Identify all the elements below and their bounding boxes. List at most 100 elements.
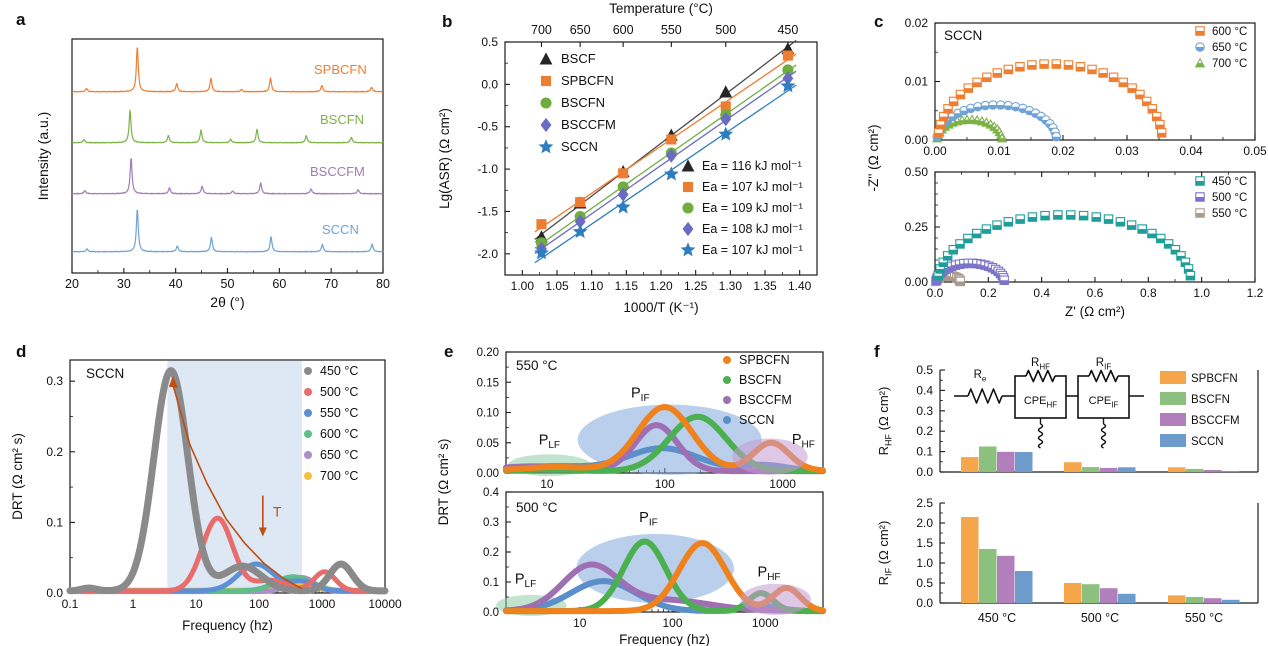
svg-text:1.10: 1.10 <box>580 279 604 293</box>
svg-text:100: 100 <box>655 477 675 491</box>
drt-curve-450 °C <box>66 367 389 595</box>
x-axis-label: 1000/T (K⁻¹) <box>623 300 698 315</box>
svg-text:0.1: 0.1 <box>916 445 933 459</box>
bar-SPBCFN-500°C <box>1064 583 1082 603</box>
resistance-bar-chart: 0.0 0.1 0.2 0.3 0.4 0.5 RHF (Ω cm²) 0.0 0.5 1.0 1.… <box>876 357 1259 625</box>
svg-text:0.0: 0.0 <box>483 607 499 619</box>
svg-text:1.40: 1.40 <box>788 279 812 293</box>
y-axis-label: Lg(ASR) (Ω cm²) <box>437 108 452 209</box>
svg-text:10: 10 <box>189 597 203 611</box>
bar-BSCCFM-500°C <box>1100 467 1118 472</box>
svg-text:1.00: 1.00 <box>511 279 535 293</box>
xrd-trace-BSCCFM: BSCCFM <box>71 158 384 195</box>
svg-text:0.0: 0.0 <box>916 465 933 479</box>
bar-BSCCFM-450°C <box>997 555 1015 603</box>
drt-compare-chart: 10 100 1000 0.00 0.05 0.10 0.15 0.20 PLF PIF PHF 55… <box>436 347 826 646</box>
svg-text:0.5: 0.5 <box>916 363 933 377</box>
svg-text:0.2: 0.2 <box>916 424 933 438</box>
svg-text:0.4: 0.4 <box>1033 286 1050 300</box>
panel-c-nyquist: 0.00 0.01 0.02 0.03 0.04 0.05 0.00 0.01 0.02 600 … <box>860 0 1268 330</box>
bar-SPBCFN-550°C <box>1168 467 1186 472</box>
legend-label-700 °C: 700 °C <box>1212 58 1247 70</box>
legend-label-BSCFN: BSCFN <box>561 95 605 110</box>
legend-label-650 °C: 650 °C <box>1212 42 1247 54</box>
svg-text:10: 10 <box>540 477 554 491</box>
legend-label-650 °C: 650 °C <box>320 448 358 462</box>
category-label-2: 550 °C <box>1185 611 1223 625</box>
bar-SCCN-450°C <box>1015 571 1033 603</box>
bar-SPBCFN-500°C <box>1064 462 1082 472</box>
svg-text:0.00: 0.00 <box>477 468 499 480</box>
legend-label-SCCN: SCCN <box>1191 436 1224 448</box>
bar-groups-0 <box>961 446 1240 472</box>
xrd-trace-SPBCFN: SPBCFN <box>71 47 384 93</box>
svg-text:-1.0: -1.0 <box>477 162 498 176</box>
svg-text:0.05: 0.05 <box>1243 144 1267 158</box>
nyquist-chart: 0.00 0.01 0.02 0.03 0.04 0.05 0.00 0.01 0.02 600 … <box>866 16 1267 319</box>
svg-text:0.3: 0.3 <box>483 517 499 529</box>
series-BSCFN <box>534 64 797 249</box>
series-BSCCFM <box>534 70 797 256</box>
bar-BSCCFM-550°C <box>1204 469 1222 472</box>
y-axis-label: DRT (Ω cm² s) <box>436 439 451 526</box>
svg-text:0.3: 0.3 <box>46 374 63 388</box>
bar-SCCN-500°C <box>1118 467 1136 472</box>
svg-text:0.05: 0.05 <box>477 438 499 450</box>
bar-SCCN-550°C <box>1222 599 1240 603</box>
legend-label-BSCCFM: BSCCFM <box>1191 415 1240 427</box>
process-label-1-2: PHF <box>758 565 781 584</box>
bar-SPBCFN-450°C <box>961 457 979 472</box>
panel-d-drt: 0.1 1 10 100 1000 10000 0.0 0.1 0.2 0.3 Frequency … <box>0 330 430 646</box>
panel-letter-a: a <box>16 10 26 29</box>
t-arrow-label: T <box>273 504 282 520</box>
svg-text:0.01: 0.01 <box>905 75 929 89</box>
legend-materials: SPBCFN BSCFN BSCCFM SCCN <box>1160 371 1240 448</box>
panel-f-resistance-bars: 0.0 0.1 0.2 0.3 0.4 0.5 RHF (Ω cm²) 0.0 0.5 1.0 1.… <box>860 330 1268 646</box>
svg-text:0.0: 0.0 <box>916 596 933 610</box>
svg-text:0.4: 0.4 <box>483 487 500 499</box>
svg-text:0.1: 0.1 <box>46 515 63 529</box>
legend-label-550 °C: 550 °C <box>1212 208 1247 220</box>
ea-label-BSCF: Ea = 116 kJ mol⁻¹ <box>702 159 802 173</box>
legend-materials: SPBCFN BSCFN BSCCFM SCCN <box>723 353 792 427</box>
bar-SCCN-500°C <box>1118 593 1136 603</box>
bar-SPBCFN-550°C <box>1168 595 1186 603</box>
svg-text:0.6: 0.6 <box>1087 286 1104 300</box>
svg-text:700: 700 <box>531 23 552 37</box>
svg-text:0.00: 0.00 <box>905 133 929 147</box>
circuit-label-r-hf: RHF <box>1031 357 1050 372</box>
circuit-label-cpe-if: CPEIF <box>1089 395 1119 410</box>
axes: 0.0 0.2 0.4 0.6 0.8 1.0 1.2 0.00 0.25 0.50 <box>905 165 1264 300</box>
legend-label-700 °C: 700 °C <box>320 469 358 483</box>
arrhenius-chart: 1.00 1.05 1.10 1.15 1.20 1.25 1.30 1.35 1.40 0.5 0… <box>437 1 818 315</box>
svg-text:1.15: 1.15 <box>615 279 639 293</box>
svg-text:1.2: 1.2 <box>1247 286 1264 300</box>
circuit-label-rs: Re <box>974 369 987 384</box>
equivalent-circuit: Re RHF CPEHF RIF CPEIF <box>954 357 1144 449</box>
xrd-trace-SCCN: SCCN <box>71 209 384 253</box>
panel-letter-d: d <box>16 342 27 361</box>
legend-label-600 °C: 600 °C <box>1212 26 1247 38</box>
legend-label-SPBCFN: SPBCFN <box>1191 373 1238 385</box>
category-label-1: 500 °C <box>1081 611 1119 625</box>
circuit-label-r-if: RIF <box>1096 357 1112 372</box>
svg-text:1.5: 1.5 <box>916 536 933 550</box>
svg-text:0.1: 0.1 <box>483 577 499 589</box>
svg-text:100: 100 <box>249 597 269 611</box>
ea-label-SCCN: Ea = 107 kJ mol⁻¹ <box>702 243 803 257</box>
subplot-title-550°C: 550 °C <box>516 358 558 373</box>
bar-SCCN-450°C <box>1015 452 1033 472</box>
svg-text:0.4: 0.4 <box>916 383 933 397</box>
subplot-title-sccn: SCCN <box>86 366 124 381</box>
legend-label-450 °C: 450 °C <box>320 364 358 378</box>
svg-text:500: 500 <box>715 23 736 37</box>
axes: 1.00 1.05 1.10 1.15 1.20 1.25 1.30 1.35 1.40 0.5 0… <box>477 23 818 293</box>
bar-SPBCFN-450°C <box>961 517 979 603</box>
legend-label-500 °C: 500 °C <box>1212 192 1247 204</box>
y-axis-label: -Z'' (Ω cm²) <box>866 125 881 192</box>
svg-text:70: 70 <box>324 277 338 291</box>
legend-label-500 °C: 500 °C <box>320 385 358 399</box>
svg-text:0.0: 0.0 <box>46 586 63 600</box>
